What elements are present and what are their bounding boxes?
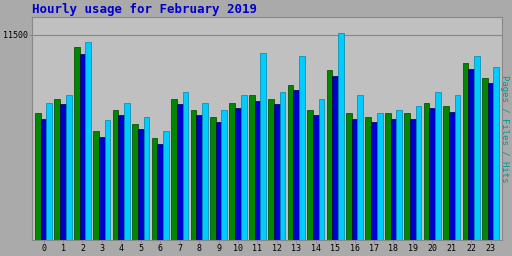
Bar	[249, 95, 254, 240]
Bar	[229, 103, 235, 240]
Bar	[443, 106, 449, 240]
Bar	[60, 104, 66, 240]
Bar	[474, 56, 480, 240]
Bar	[268, 99, 274, 240]
Bar	[299, 56, 305, 240]
Bar	[488, 83, 494, 240]
Bar	[482, 78, 488, 240]
Bar	[80, 55, 86, 240]
Bar	[274, 104, 280, 240]
Bar	[377, 113, 382, 240]
Bar	[416, 106, 421, 240]
Bar	[424, 103, 430, 240]
Bar	[152, 138, 157, 240]
Bar	[366, 117, 371, 240]
Bar	[138, 129, 144, 240]
Bar	[171, 99, 177, 240]
Bar	[313, 115, 318, 240]
Bar	[132, 124, 138, 240]
Bar	[371, 122, 377, 240]
Bar	[385, 113, 391, 240]
Bar	[86, 42, 91, 240]
Bar	[435, 92, 441, 240]
Bar	[468, 69, 474, 240]
Bar	[494, 67, 499, 240]
Bar	[182, 92, 188, 240]
Bar	[196, 115, 202, 240]
Bar	[41, 119, 47, 240]
Bar	[288, 85, 293, 240]
Bar	[113, 110, 118, 240]
Bar	[105, 121, 111, 240]
Bar	[35, 113, 41, 240]
Bar	[190, 110, 196, 240]
Bar	[163, 131, 169, 240]
Bar	[318, 99, 324, 240]
Bar	[210, 117, 216, 240]
Bar	[293, 90, 299, 240]
Bar	[54, 99, 60, 240]
Bar	[144, 117, 150, 240]
Bar	[410, 119, 416, 240]
Bar	[47, 103, 52, 240]
Bar	[241, 95, 246, 240]
Bar	[66, 95, 72, 240]
Bar	[404, 113, 410, 240]
Bar	[221, 110, 227, 240]
Bar	[455, 95, 460, 240]
Bar	[157, 144, 163, 240]
Bar	[93, 131, 99, 240]
Bar	[280, 92, 285, 240]
Bar	[391, 119, 396, 240]
Bar	[216, 122, 221, 240]
Text: Hourly usage for February 2019: Hourly usage for February 2019	[32, 3, 257, 16]
Bar	[352, 119, 357, 240]
Bar	[430, 108, 435, 240]
Bar	[332, 76, 338, 240]
Bar	[99, 136, 105, 240]
Bar	[346, 113, 352, 240]
Bar	[260, 53, 266, 240]
Bar	[327, 70, 332, 240]
Bar	[396, 110, 402, 240]
Bar	[338, 33, 344, 240]
Bar	[449, 112, 455, 240]
Bar	[254, 101, 260, 240]
Bar	[235, 108, 241, 240]
Bar	[307, 110, 313, 240]
Bar	[463, 63, 468, 240]
Bar	[118, 115, 124, 240]
Y-axis label: Pages / Files / Hits: Pages / Files / Hits	[500, 75, 509, 182]
Bar	[357, 95, 363, 240]
Bar	[74, 47, 80, 240]
Bar	[177, 104, 182, 240]
Bar	[124, 103, 130, 240]
Bar	[202, 103, 208, 240]
